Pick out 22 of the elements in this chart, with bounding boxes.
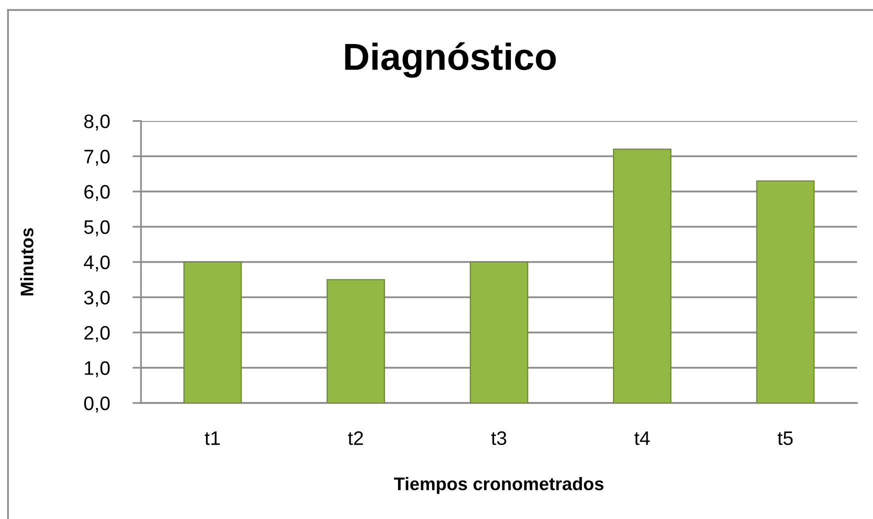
y-axis-title: Minutos bbox=[20, 228, 34, 296]
bar bbox=[183, 261, 242, 403]
y-tick-label: 6,0 bbox=[84, 184, 110, 202]
x-tick-label: t3 bbox=[491, 431, 506, 446]
y-tick-label: 2,0 bbox=[84, 326, 110, 342]
x-axis-title: Tiempos cronometrados bbox=[394, 477, 604, 494]
y-tick-label: 7,0 bbox=[84, 150, 110, 166]
y-tick-label: 1,0 bbox=[84, 361, 110, 378]
y-tick-label: 4,0 bbox=[84, 255, 110, 272]
y-tick-label: 5,0 bbox=[84, 220, 110, 236]
bar bbox=[326, 279, 385, 403]
x-tick-label: t2 bbox=[348, 431, 363, 446]
chart-title: Diagnóstico bbox=[345, 42, 556, 78]
x-tick-label: t1 bbox=[204, 431, 220, 446]
y-tick-label: 8,0 bbox=[84, 114, 110, 131]
bar bbox=[756, 180, 815, 403]
bar bbox=[470, 261, 528, 403]
x-tick-label: t5 bbox=[778, 431, 793, 446]
y-tick-label: 0,0 bbox=[84, 396, 110, 413]
x-tick-label: t4 bbox=[634, 431, 650, 446]
y-tick-label: 3,0 bbox=[84, 290, 110, 307]
bar bbox=[613, 148, 672, 403]
